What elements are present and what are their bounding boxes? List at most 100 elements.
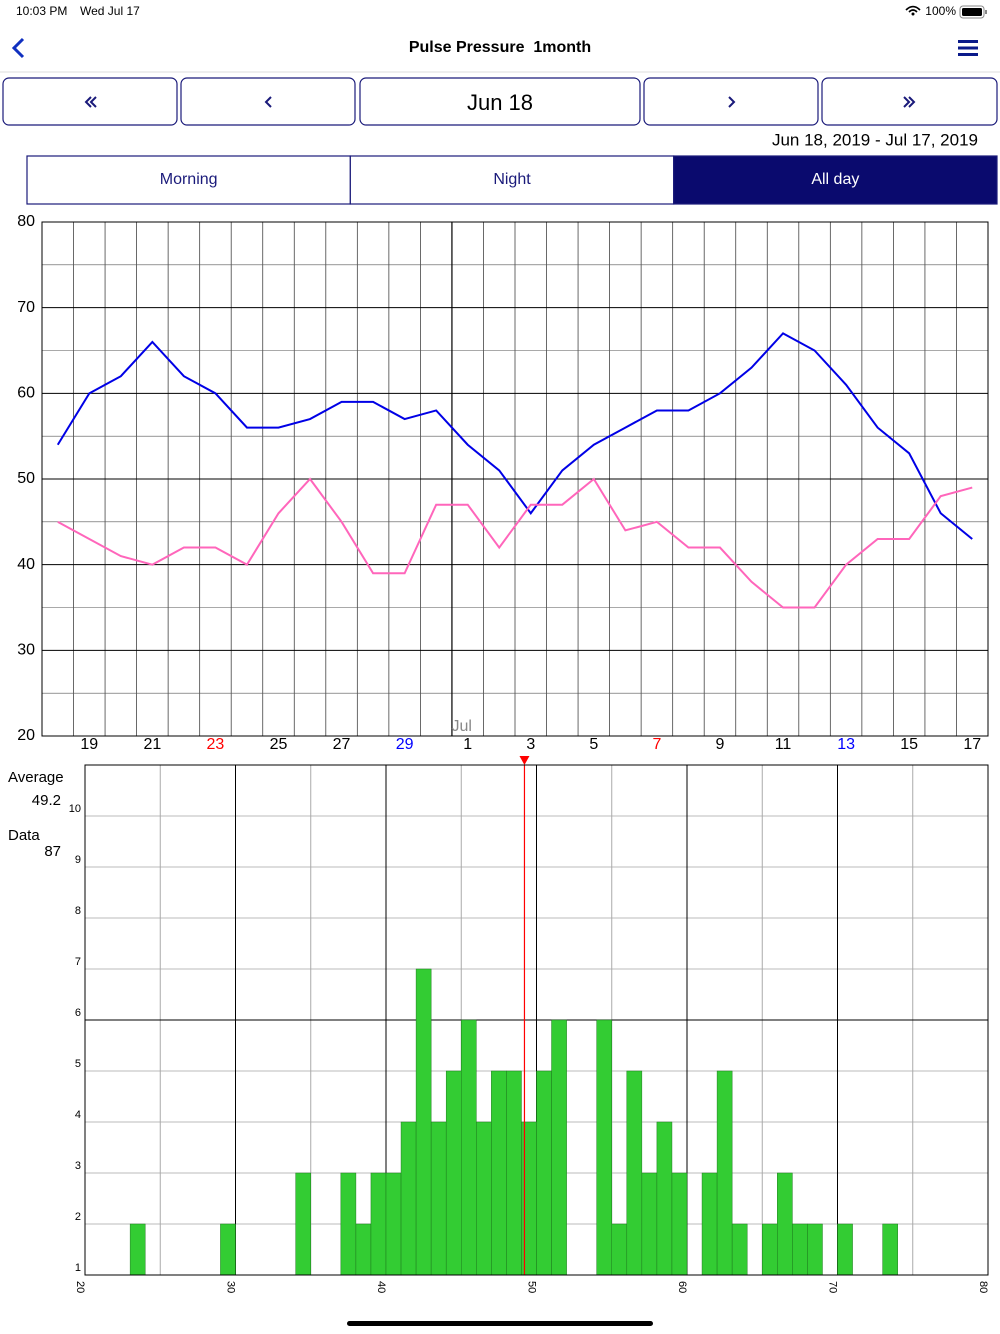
x-tick-label: 7: [652, 736, 661, 753]
y-tick-label: 8: [75, 905, 81, 917]
back-button[interactable]: [11, 37, 25, 59]
histogram-bar: [807, 1223, 823, 1276]
histogram-bar: [220, 1223, 236, 1276]
tab[interactable]: All day: [673, 155, 998, 205]
button-frame: [359, 77, 641, 126]
x-tick-label: 60: [676, 1281, 688, 1293]
menu-button[interactable]: [958, 40, 978, 56]
period-label: Jun 18: [467, 90, 533, 115]
average-label: Average: [8, 769, 64, 786]
y-tick-label: 10: [69, 803, 81, 815]
x-tick-label: 80: [977, 1281, 989, 1293]
battery-icon: [959, 5, 985, 19]
x-tick-label: 13: [837, 736, 855, 753]
nav-title: Pulse Pressure 1month: [409, 39, 591, 56]
y-tick-label: 20: [17, 727, 35, 744]
x-tick-label: 40: [375, 1281, 387, 1293]
x-tick-label: 27: [333, 736, 351, 753]
x-tick-label: 30: [225, 1281, 237, 1293]
data-label: Data: [8, 827, 40, 844]
battery-level: [962, 8, 982, 16]
histogram-bar: [671, 1172, 688, 1276]
histogram-bar: [355, 1223, 372, 1276]
histogram-bar: [536, 1070, 552, 1276]
button-frame: [180, 77, 356, 126]
average-value: 49.2: [32, 792, 61, 809]
histogram-bar: [400, 1121, 417, 1276]
left-icon: [264, 96, 272, 108]
month-label: Jul: [451, 718, 471, 735]
histogram-bar: [701, 1172, 718, 1276]
battery-tip: [985, 10, 987, 14]
histogram-bar: [626, 1070, 643, 1276]
histogram-bar: [611, 1223, 628, 1276]
histogram-bar: [762, 1223, 778, 1276]
battery-percent: 100%: [925, 4, 956, 18]
y-tick-label: 6: [75, 1007, 81, 1019]
x-tick-label: 9: [716, 736, 725, 753]
histogram-bar: [370, 1172, 387, 1276]
y-tick-label: 70: [17, 299, 35, 316]
tab-frame: [349, 155, 675, 205]
date-range: Jun 18, 2019 - Jul 17, 2019: [772, 130, 978, 149]
period-button[interactable]: Jun 18: [359, 77, 641, 126]
histogram-bar: [521, 1121, 537, 1276]
x-tick-label: 21: [143, 736, 161, 753]
x-tick-label: 29: [396, 736, 414, 753]
y-tick-label: 3: [75, 1160, 81, 1172]
x-tick-label: 1: [463, 736, 472, 753]
histogram-bar: [716, 1070, 733, 1276]
x-tick-label: 11: [775, 736, 792, 753]
y-tick-label: 50: [17, 470, 35, 487]
histogram-bar: [415, 968, 432, 1276]
histogram-bar: [506, 1070, 522, 1276]
histogram-bar: [295, 1172, 312, 1276]
y-tick-label: 60: [17, 385, 35, 402]
histogram-bar: [461, 1019, 477, 1276]
y-tick-label: 30: [17, 642, 35, 659]
last-button[interactable]: [821, 77, 998, 126]
data-count: 87: [44, 843, 61, 860]
right-icon: [728, 96, 736, 108]
plot-frame: [41, 221, 989, 737]
series-line: [56, 332, 973, 540]
y-tick-label: 7: [75, 956, 81, 968]
histogram-bar: [476, 1121, 492, 1276]
histogram-bar: [777, 1172, 793, 1276]
status-date: Wed Jul 17: [80, 4, 140, 18]
histogram-bar: [445, 1070, 462, 1276]
plot-frame: [84, 764, 989, 1276]
y-tick-label: 5: [75, 1058, 81, 1070]
tab-frame: [26, 155, 351, 205]
histogram-bar: [340, 1172, 357, 1276]
histogram-bar: [641, 1172, 658, 1276]
y-tick-label: 40: [17, 556, 35, 573]
wifi-icon: [905, 5, 921, 13]
histogram-bar: [385, 1172, 402, 1276]
histogram-bar: [129, 1223, 146, 1276]
double-right-icon: [903, 96, 916, 108]
tab-label: All day: [811, 171, 859, 188]
histogram-bar: [731, 1223, 748, 1276]
x-tick-label: 5: [589, 736, 598, 753]
histogram-bar: [882, 1223, 898, 1276]
x-tick-label: 25: [270, 736, 288, 753]
menu-bar: [958, 53, 978, 56]
next-button[interactable]: [643, 77, 819, 126]
wifi-dot: [911, 12, 915, 16]
prev-button[interactable]: [180, 77, 356, 126]
y-tick-label: 80: [17, 213, 35, 230]
home-indicator: [347, 1321, 653, 1326]
y-tick-label: 1: [75, 1262, 81, 1274]
histogram-bar: [551, 1019, 567, 1276]
tab[interactable]: Night: [349, 155, 675, 205]
average-marker: [519, 756, 530, 765]
tab[interactable]: Morning: [26, 155, 351, 205]
x-tick-label: 70: [827, 1281, 839, 1293]
tab-frame: [673, 155, 998, 205]
first-button[interactable]: [2, 77, 178, 126]
menu-bar: [958, 46, 978, 50]
histogram-bar: [656, 1121, 673, 1276]
